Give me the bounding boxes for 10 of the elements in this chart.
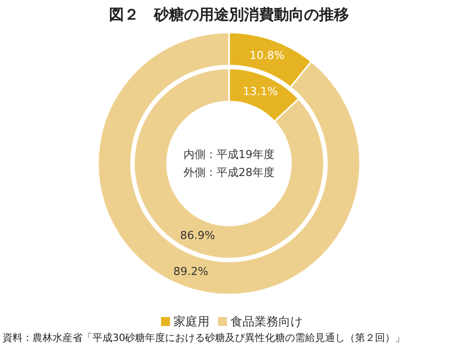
data-label: 89.2% xyxy=(173,264,208,278)
data-label: 10.8% xyxy=(250,49,285,62)
chart-title: 図２ 砂糖の用途別消費動向の推移 xyxy=(109,6,349,24)
text: 資料：農林水産省「平成30砂糖年度における砂糖及び異性化糖の需給見通し（第２回）」 xyxy=(2,332,406,344)
text: 内側：平成19年度 xyxy=(184,148,274,161)
data-label: 13.1% xyxy=(242,85,278,98)
legend-label: 家庭用 xyxy=(174,314,210,328)
text: 外側：平成28年度 xyxy=(184,166,274,179)
legend-label: 食品業務向け xyxy=(230,314,302,328)
data-label: 86.9% xyxy=(180,228,216,242)
